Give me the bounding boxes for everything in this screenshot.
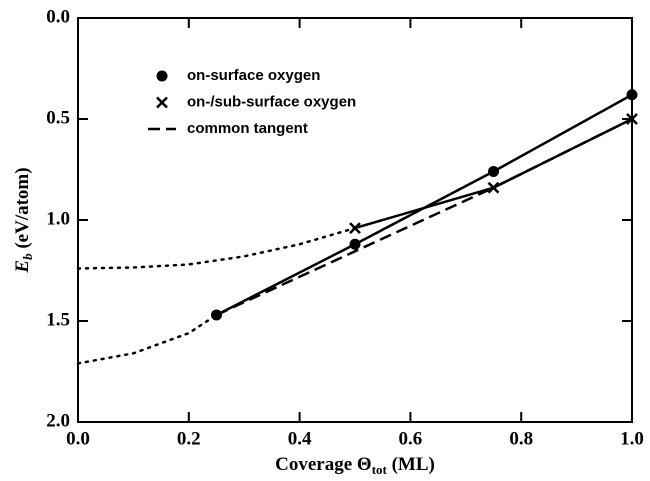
x-axis-label: Coverage Θtot (ML) bbox=[275, 454, 435, 477]
y-tick-label: 1.0 bbox=[46, 208, 70, 229]
y-axis-label: Eb (eV/atom) bbox=[12, 167, 35, 273]
y-label-unit: (eV/atom) bbox=[12, 167, 33, 253]
x-label-subscript: tot bbox=[372, 462, 388, 477]
y-tick-label: 1.5 bbox=[46, 309, 70, 330]
marker-circle bbox=[349, 238, 361, 250]
legend-label: on-surface oxygen bbox=[187, 67, 320, 84]
x-tick-label: 0.2 bbox=[177, 428, 201, 449]
y-tick-label: 2.0 bbox=[46, 410, 70, 431]
x-tick-label: 0.6 bbox=[399, 428, 423, 449]
marker-x bbox=[156, 96, 168, 109]
y-tick-label: 0.0 bbox=[46, 6, 70, 27]
x-tick-label: 0.8 bbox=[509, 428, 533, 449]
y-tick-label: 0.5 bbox=[46, 107, 70, 128]
y-label-symbol: E bbox=[12, 260, 33, 274]
marker-circle bbox=[488, 166, 499, 178]
marker-circle bbox=[156, 70, 168, 82]
marker-circle bbox=[626, 89, 638, 101]
legend-label: on-/sub-surface oxygen bbox=[187, 93, 356, 110]
x-tick-label: 1.0 bbox=[620, 428, 644, 449]
series-line bbox=[76, 226, 357, 270]
marker-x bbox=[487, 181, 500, 194]
series-line bbox=[215, 117, 633, 317]
y-label-subscript: b bbox=[20, 253, 35, 260]
x-label-unit: (ML) bbox=[387, 454, 435, 475]
series-line bbox=[76, 313, 218, 365]
x-tick-label: 0.4 bbox=[288, 428, 312, 449]
legend-label: common tangent bbox=[187, 120, 308, 137]
x-label-text: Coverage bbox=[275, 454, 357, 475]
x-label-symbol: Θ bbox=[357, 454, 372, 475]
x-tick-label: 0.0 bbox=[66, 428, 90, 449]
